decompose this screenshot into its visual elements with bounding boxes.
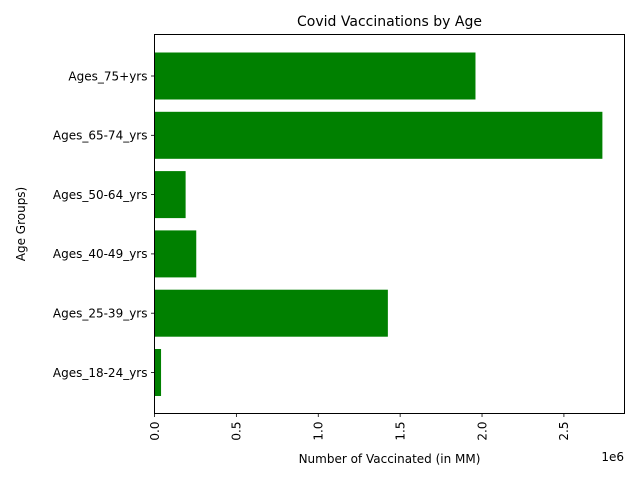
- bar-Ages_18-24_yrs: [154, 349, 162, 396]
- bar-Ages_40-49_yrs: [154, 230, 197, 278]
- y-tick-label: Ages_18-24_yrs: [53, 366, 148, 380]
- bar-Ages_25-39_yrs: [154, 289, 388, 337]
- y-tick-label: Ages_25-39_yrs: [53, 307, 148, 321]
- x-axis-offset-label: 1e6: [601, 450, 624, 464]
- bar-Ages_75+yrs: [154, 52, 476, 100]
- y-axis-ticks: Ages_18-24_yrs Ages_25-39_yrs Ages_40-49_y…: [53, 69, 155, 380]
- y-tick-label: Ages_75+yrs: [68, 69, 147, 83]
- y-axis-label: Age Groups): [14, 187, 28, 262]
- x-axis-label: Number of Vaccinated (in MM): [299, 452, 481, 466]
- plot-frame: [154, 34, 625, 414]
- chart-title: Covid Vaccinations by Age: [297, 14, 482, 30]
- x-tick-label: 1.0: [312, 422, 326, 441]
- x-tick-label: 2.0: [475, 422, 489, 441]
- x-tick-label: 2.5: [557, 422, 571, 441]
- bar-Ages_65-74_yrs: [154, 111, 603, 159]
- y-tick-label: Ages_65-74_yrs: [53, 129, 148, 143]
- bars: [154, 52, 603, 396]
- x-tick-label: 0.5: [230, 422, 244, 441]
- y-tick-label: Ages_40-49_yrs: [53, 247, 148, 261]
- x-tick-label: 0.0: [148, 422, 162, 441]
- y-tick-label: Ages_50-64_yrs: [53, 188, 148, 202]
- x-axis-ticks: 0.0 0.5 1.0 1.5 2.0 2.5: [148, 413, 571, 441]
- x-tick-label: 1.5: [393, 422, 407, 441]
- bar-Ages_50-64_yrs: [154, 171, 186, 219]
